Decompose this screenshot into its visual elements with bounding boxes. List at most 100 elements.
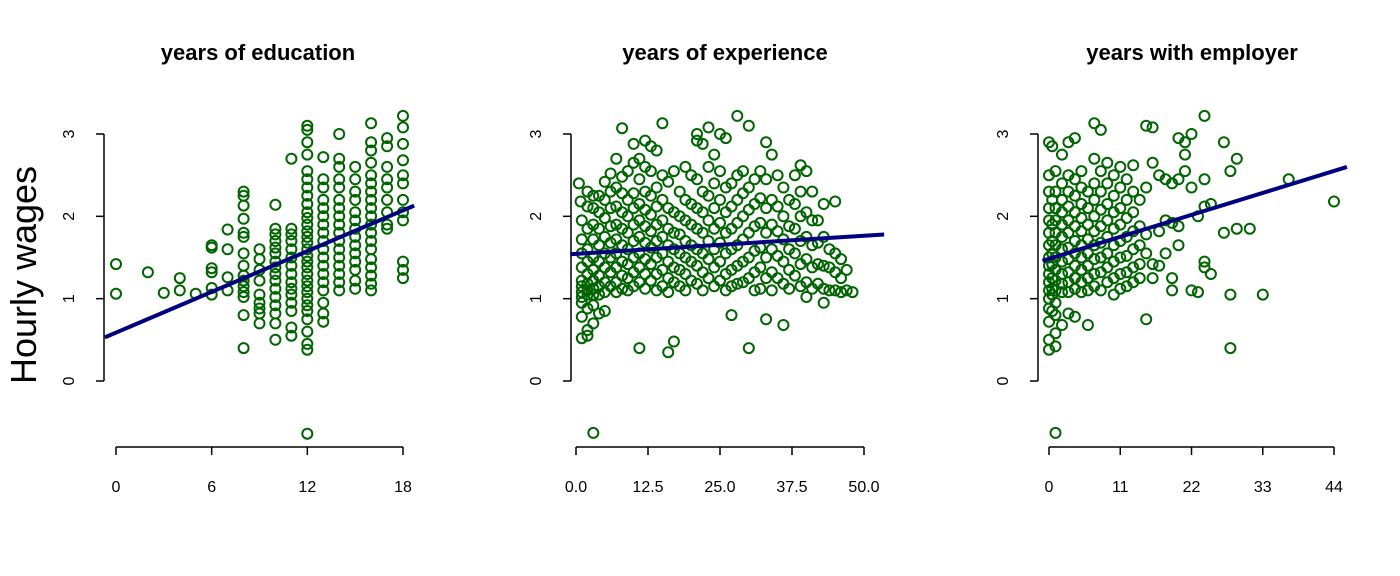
data-point [765, 193, 778, 206]
data-point [1101, 247, 1114, 260]
data-point [1068, 310, 1081, 323]
data-point [1081, 259, 1094, 272]
data-point [349, 185, 362, 198]
data-point [1088, 268, 1101, 280]
data-point [397, 169, 409, 182]
data-point [349, 206, 362, 219]
data-point [604, 167, 617, 180]
data-point [621, 226, 634, 239]
data-point [656, 263, 669, 276]
data-point [1062, 200, 1075, 213]
data-point [269, 268, 282, 280]
data-point [301, 292, 314, 305]
data-point [702, 121, 715, 134]
data-point [397, 193, 409, 206]
data-point [1133, 272, 1146, 285]
data-point [333, 243, 346, 256]
data-point [777, 181, 790, 194]
data-point [719, 206, 732, 219]
data-point [365, 210, 378, 223]
data-point [301, 343, 314, 356]
data-point [365, 269, 378, 282]
data-point [840, 263, 853, 276]
data-point [397, 263, 409, 276]
data-point [748, 284, 761, 297]
data-point [253, 274, 266, 287]
data-point [301, 136, 314, 149]
data-point [285, 296, 298, 309]
data-point [301, 212, 314, 224]
data-point [269, 247, 282, 260]
data-point [731, 277, 744, 290]
data-point [317, 193, 330, 206]
data-point [788, 247, 801, 260]
data-point [708, 261, 721, 274]
data-point [593, 288, 605, 301]
data-point [285, 243, 298, 256]
data-point [333, 210, 346, 223]
data-point [593, 222, 605, 235]
data-point [1114, 181, 1127, 194]
data-point [604, 220, 617, 233]
y-tick-label: 3 [61, 129, 78, 138]
data-point [1133, 239, 1146, 252]
data-point [301, 173, 314, 186]
x-tick-label: 33 [1254, 479, 1272, 496]
data-point [285, 282, 298, 295]
data-point [679, 284, 692, 297]
data-point [1120, 193, 1133, 206]
data-point [598, 193, 611, 206]
data-point [301, 337, 314, 350]
data-point [237, 291, 250, 303]
data-point [656, 230, 669, 243]
data-point [333, 152, 346, 165]
data-point [1172, 173, 1185, 186]
data-point [1056, 148, 1068, 161]
x-tick-label: 37.5 [776, 479, 807, 496]
data-point [1043, 315, 1055, 328]
data-point [633, 342, 646, 355]
data-point [269, 228, 282, 241]
data-point [1153, 259, 1166, 272]
data-point [349, 274, 362, 287]
data-point [788, 169, 801, 182]
data-point [365, 226, 378, 239]
data-point [823, 284, 836, 297]
data-point [1088, 210, 1101, 223]
data-point [301, 255, 314, 268]
x-tick-label: 0 [1045, 479, 1054, 496]
data-point [731, 193, 744, 206]
data-point [269, 291, 282, 303]
data-point [800, 165, 813, 178]
data-point [667, 261, 680, 274]
data-point [616, 170, 629, 183]
data-point [708, 222, 721, 235]
data-point [610, 152, 623, 165]
data-point [731, 216, 744, 229]
data-point [771, 200, 784, 213]
data-point [269, 274, 282, 287]
data-point [205, 266, 218, 279]
data-point [777, 210, 790, 223]
data-point [205, 241, 218, 254]
data-point [333, 160, 346, 173]
data-point [333, 218, 346, 231]
data-point [381, 173, 394, 186]
data-point [737, 187, 749, 200]
y-tick-label: 3 [995, 129, 1012, 138]
data-point [1062, 307, 1075, 320]
data-point [800, 206, 813, 219]
data-point [1056, 319, 1068, 331]
data-point [754, 282, 767, 295]
data-point [1114, 282, 1127, 295]
data-point [696, 266, 709, 279]
data-point [777, 319, 790, 331]
data-point [742, 226, 755, 239]
y-tick-label: 1 [61, 294, 78, 303]
data-point [1056, 286, 1068, 299]
data-point [349, 160, 362, 173]
data-point [604, 202, 617, 215]
data-point [662, 175, 675, 188]
data-point [572, 177, 585, 190]
data-point [771, 169, 784, 182]
